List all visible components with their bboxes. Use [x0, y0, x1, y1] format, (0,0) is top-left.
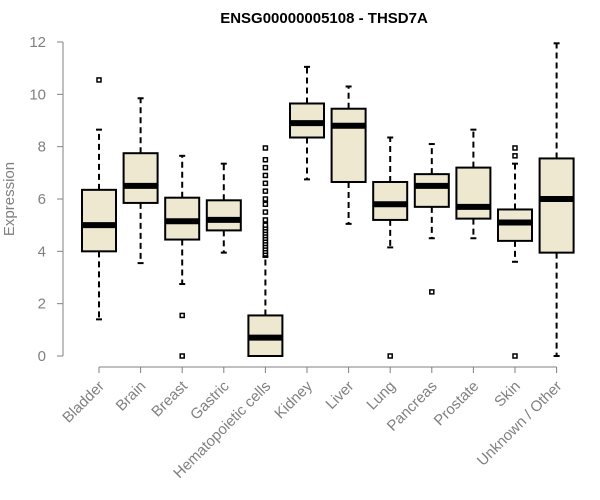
- y-tick-label: 0: [38, 348, 46, 365]
- x-tick-label: Liver: [322, 378, 357, 413]
- outlier-point: [262, 217, 269, 223]
- y-tick-label: 10: [29, 86, 46, 103]
- outlier-point: [512, 145, 518, 151]
- outlier-point: [262, 209, 269, 215]
- outlier-point: [262, 188, 269, 194]
- outlier-point: [262, 222, 269, 228]
- outlier-point: [429, 289, 435, 295]
- box-bladder: [81, 77, 117, 321]
- box-kidney: [289, 65, 325, 181]
- y-tick-label: 12: [29, 34, 46, 51]
- outlier-point: [262, 201, 269, 207]
- outlier-point: [262, 157, 269, 163]
- iqr-box: [205, 199, 242, 232]
- box-pancreas: [413, 143, 450, 295]
- outlier-point: [179, 353, 185, 359]
- outlier-point: [262, 196, 269, 202]
- y-tick-label: 2: [38, 296, 46, 313]
- iqr-box: [330, 107, 367, 183]
- x-tick-label: Breast: [148, 377, 191, 420]
- chart-title: ENSG00000005108 - THSD7A: [220, 10, 428, 27]
- outlier-point: [179, 312, 185, 319]
- outlier-point: [262, 145, 269, 151]
- x-tick-label: Lung: [363, 378, 399, 414]
- y-axis-label: Expression: [1, 162, 18, 236]
- box-hematopoietic-cells: [247, 145, 284, 358]
- x-tick-label: Skin: [491, 378, 524, 411]
- iqr-box: [538, 157, 575, 254]
- box-skin: [497, 145, 533, 359]
- box-liver: [330, 85, 367, 225]
- x-tick-label: Brain: [113, 378, 150, 415]
- box-prostate: [455, 128, 492, 240]
- box-brain: [122, 97, 159, 265]
- box-lung: [372, 136, 409, 359]
- box-gastric: [205, 162, 242, 254]
- boxes-group: [81, 42, 575, 359]
- y-tick-label: 4: [38, 243, 46, 260]
- outlier-point: [512, 153, 518, 159]
- y-tick-label: 6: [38, 191, 46, 208]
- outlier-point: [387, 353, 393, 359]
- outlier-point: [96, 77, 102, 83]
- y-axis: 0 2 4 6 8 10 12: [29, 34, 64, 365]
- x-tick-label: Prostate: [431, 378, 483, 430]
- y-tick-label: 8: [38, 139, 46, 156]
- outlier-point: [262, 172, 269, 179]
- iqr-box: [413, 173, 450, 208]
- x-tick-label: Bladder: [59, 378, 108, 427]
- box-breast: [164, 154, 201, 359]
- outlier-point: [512, 353, 518, 359]
- outlier-point: [262, 164, 269, 171]
- x-tick-label: Kidney: [271, 377, 316, 422]
- iqr-box: [122, 152, 159, 204]
- iqr-box: [455, 166, 492, 220]
- iqr-box: [81, 188, 117, 253]
- outlier-point: [262, 180, 269, 187]
- iqr-box: [372, 180, 409, 221]
- box-unknown-other: [538, 42, 575, 357]
